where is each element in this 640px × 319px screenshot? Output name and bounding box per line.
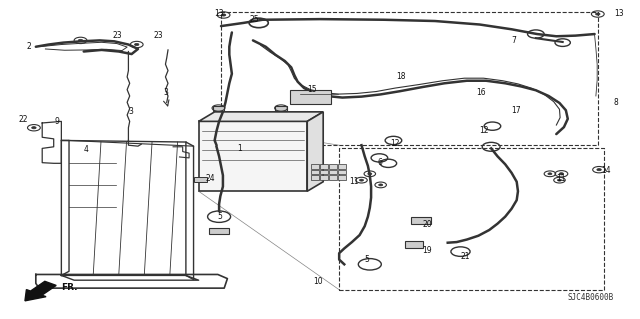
Text: SJC4B0600B: SJC4B0600B: [568, 293, 614, 302]
Text: 14: 14: [601, 166, 611, 175]
Text: 2: 2: [26, 42, 31, 51]
Text: 11: 11: [556, 174, 566, 183]
Text: 11: 11: [349, 177, 358, 186]
Circle shape: [368, 173, 372, 175]
Circle shape: [559, 173, 564, 175]
Text: 17: 17: [511, 106, 521, 115]
Text: 20: 20: [422, 220, 432, 229]
Bar: [194, 177, 207, 182]
Text: 8: 8: [614, 98, 618, 107]
Bar: [338, 170, 346, 174]
Text: 10: 10: [314, 277, 323, 286]
Text: 5: 5: [218, 212, 223, 221]
Bar: [320, 175, 328, 180]
Circle shape: [31, 127, 36, 129]
Circle shape: [597, 168, 602, 171]
Bar: [411, 217, 431, 224]
Text: FR.: FR.: [61, 283, 78, 292]
Bar: [320, 170, 328, 174]
Bar: [405, 241, 423, 248]
Bar: [320, 164, 328, 169]
Circle shape: [596, 13, 600, 15]
Bar: [209, 228, 229, 234]
Text: 22: 22: [19, 115, 28, 124]
Text: 15: 15: [307, 85, 317, 94]
Text: 23: 23: [154, 31, 164, 40]
Bar: [338, 175, 346, 180]
Circle shape: [379, 184, 383, 186]
Bar: [290, 90, 332, 104]
Text: 19: 19: [422, 246, 432, 255]
Text: 13: 13: [214, 9, 224, 18]
Bar: [212, 106, 224, 111]
Circle shape: [557, 179, 561, 181]
Text: 7: 7: [511, 36, 516, 45]
Text: 9: 9: [55, 117, 60, 126]
Text: 25: 25: [250, 15, 259, 24]
Text: 6: 6: [378, 158, 382, 167]
Bar: [329, 164, 337, 169]
Text: 18: 18: [397, 72, 406, 81]
Text: 23: 23: [113, 31, 122, 40]
Polygon shape: [198, 112, 323, 122]
Text: 12: 12: [479, 126, 489, 135]
Bar: [329, 170, 337, 174]
Bar: [198, 122, 307, 191]
Bar: [311, 170, 319, 174]
Circle shape: [134, 43, 139, 46]
Text: 16: 16: [476, 88, 486, 97]
Bar: [338, 164, 346, 169]
Bar: [221, 12, 598, 145]
Circle shape: [78, 39, 83, 41]
Circle shape: [221, 14, 226, 16]
Bar: [329, 175, 337, 180]
Text: 13: 13: [614, 9, 623, 18]
Bar: [339, 148, 604, 290]
Bar: [275, 106, 287, 111]
Bar: [311, 164, 319, 169]
FancyArrow shape: [25, 281, 56, 301]
Text: 5: 5: [365, 255, 369, 264]
Text: 3: 3: [129, 108, 133, 116]
Bar: [311, 175, 319, 180]
Text: 12: 12: [390, 139, 400, 148]
Text: 24: 24: [205, 174, 214, 183]
Text: 21: 21: [461, 252, 470, 261]
Polygon shape: [307, 112, 323, 191]
Text: 3: 3: [164, 88, 168, 97]
Text: 4: 4: [84, 145, 88, 154]
Text: 1: 1: [237, 144, 242, 153]
Circle shape: [548, 173, 552, 175]
Circle shape: [360, 179, 364, 181]
